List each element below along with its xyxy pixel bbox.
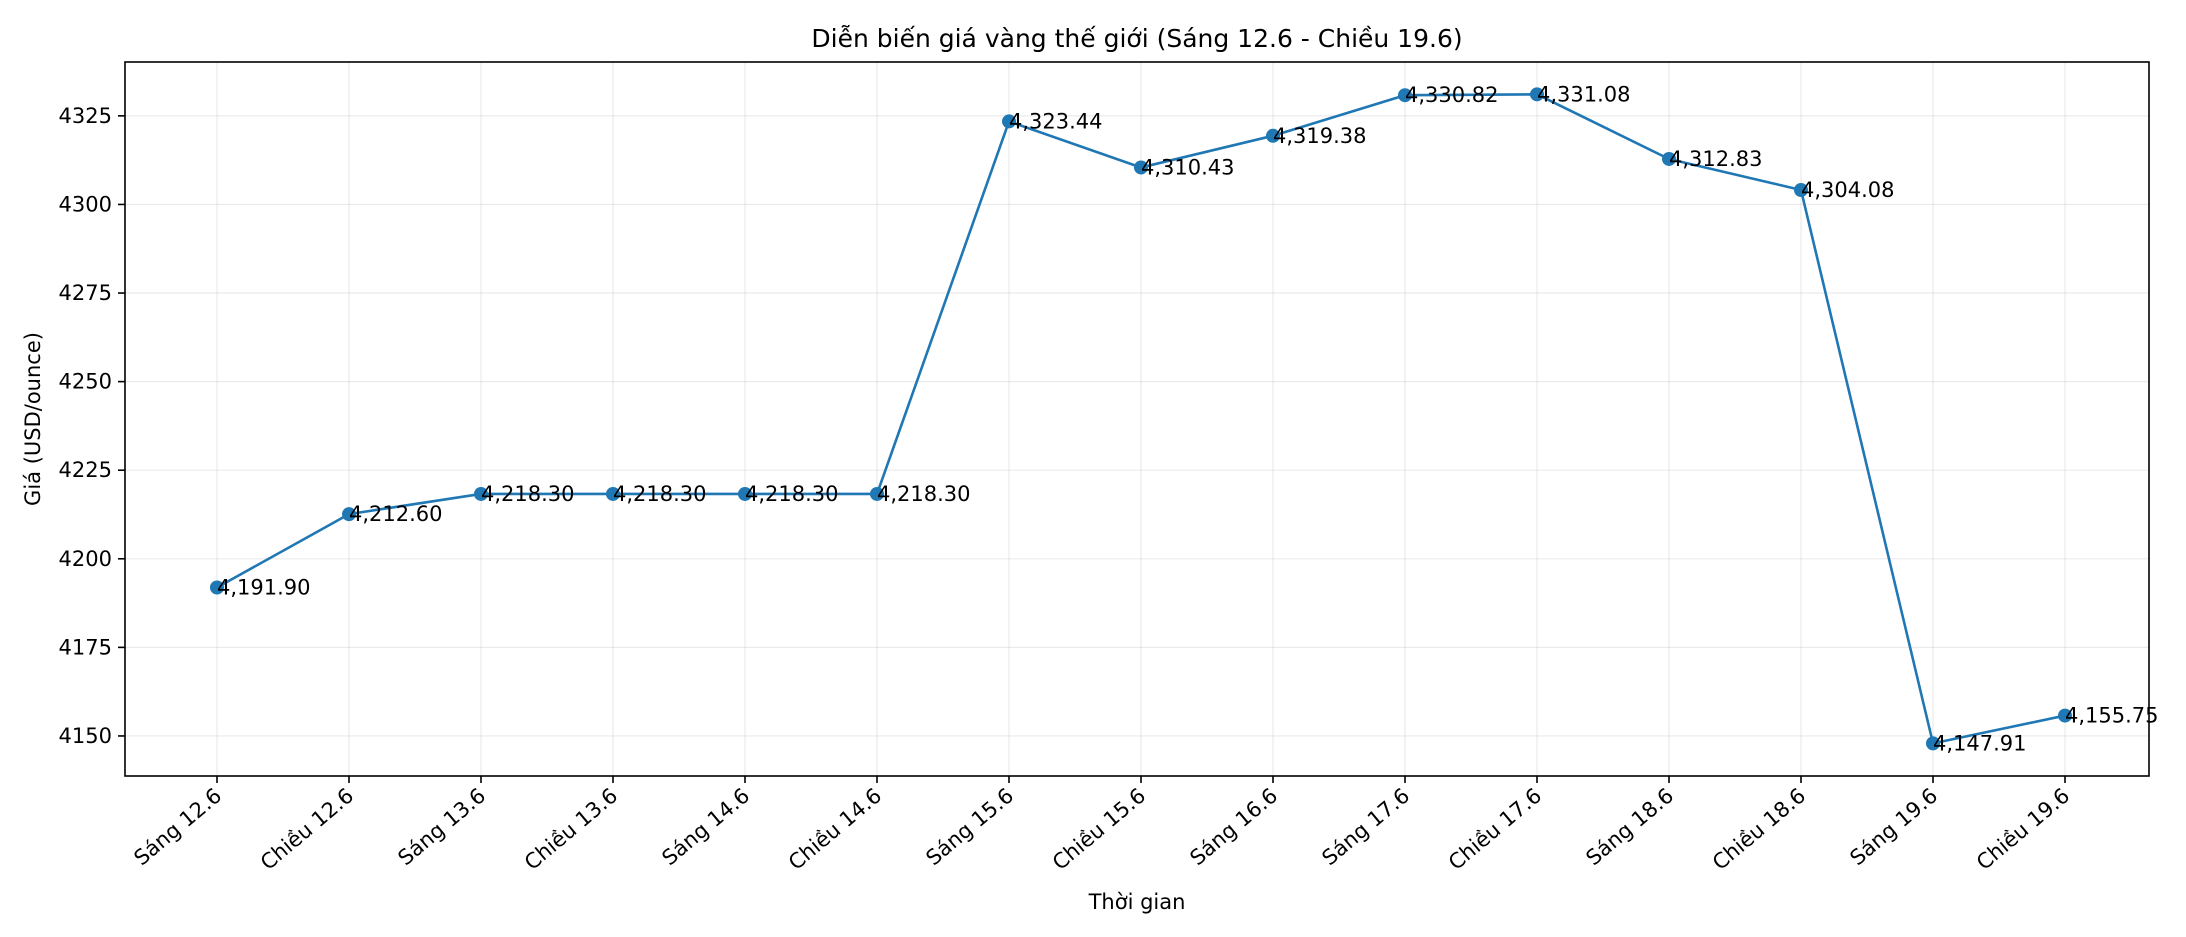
data-point (474, 486, 488, 501)
data-label: 4,218.30 (877, 482, 971, 506)
data-label: 4,212.60 (349, 502, 443, 526)
y-tick-label: 4250 (59, 370, 112, 394)
data-point (1530, 87, 1544, 102)
data-label: 4,218.30 (613, 482, 707, 506)
y-tick-label: 4175 (59, 635, 112, 659)
grid-lines (125, 62, 2149, 776)
data-label: 4,147.91 (1933, 731, 2027, 755)
y-axis: 4150 4175 4200 4225 4250 4275 4300 4325 (59, 104, 125, 748)
data-point (1002, 114, 1016, 129)
data-point (606, 486, 620, 501)
data-point (2058, 708, 2072, 723)
x-axis-title: Thời gian (1088, 890, 1186, 914)
data-label: 4,191.90 (217, 575, 311, 599)
data-label: 4,312.83 (1669, 147, 1763, 171)
data-label: 4,331.08 (1537, 82, 1631, 106)
series-line-group (210, 87, 2072, 751)
data-label: 4,310.43 (1141, 155, 1235, 179)
y-tick-label: 4150 (59, 724, 112, 748)
y-tick-label: 4275 (59, 281, 112, 305)
data-label: 4,155.75 (2065, 704, 2159, 728)
data-point (738, 486, 752, 501)
data-label: 4,218.30 (481, 482, 575, 506)
data-point (1794, 182, 1808, 197)
data-labels: 4,191.90 4,212.60 4,218.30 4,218.30 4,218.30… (217, 82, 2159, 755)
plot-frame (124, 61, 2150, 777)
data-label: 4,218.30 (745, 482, 839, 506)
data-point (342, 507, 356, 522)
data-point (1266, 128, 1280, 143)
data-label: 4,330.82 (1405, 83, 1499, 107)
y-tick-label: 4300 (59, 192, 112, 216)
data-point (1926, 736, 1940, 751)
data-point (870, 486, 884, 501)
data-label: 4,319.38 (1273, 124, 1367, 148)
y-tick-label: 4225 (59, 458, 112, 482)
y-tick-label: 4325 (59, 104, 112, 128)
data-label: 4,323.44 (1009, 109, 1103, 133)
data-point (210, 580, 224, 595)
data-point (1398, 88, 1412, 103)
chart-title: Diễn biến giá vàng thế giới (Sáng 12.6 -… (811, 24, 1462, 53)
y-tick-label: 4200 (59, 547, 112, 571)
data-label: 4,304.08 (1801, 178, 1895, 202)
data-point (1662, 151, 1676, 166)
data-point (1134, 160, 1148, 175)
y-axis-title: Giá (USD/ounce) (21, 332, 45, 506)
